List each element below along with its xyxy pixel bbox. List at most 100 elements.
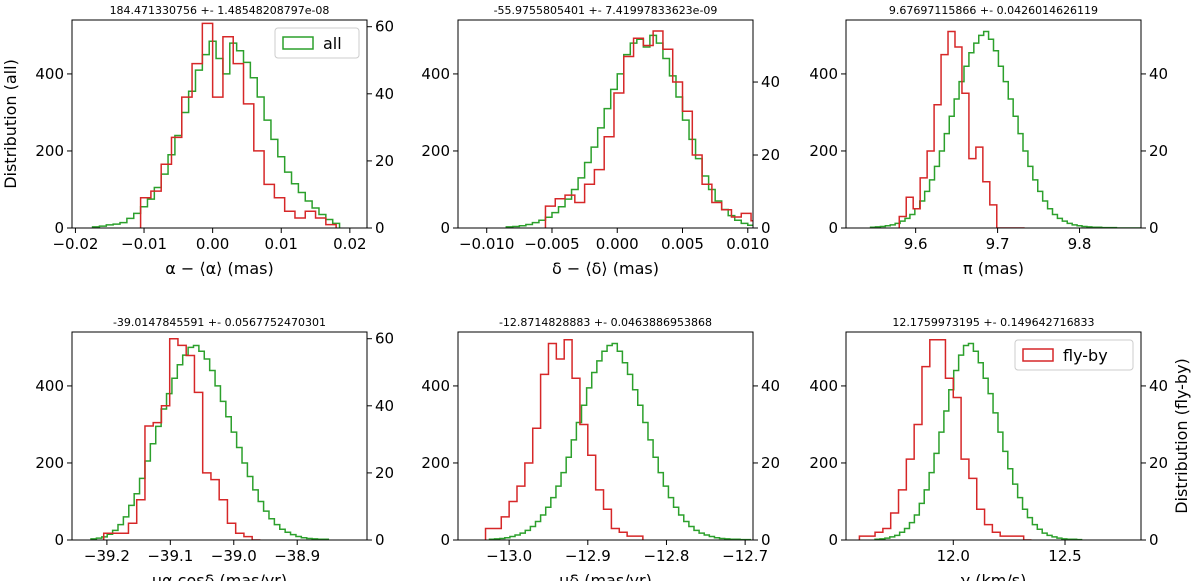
x-tick-label: 9.7 <box>986 235 1010 253</box>
y-right-tick-label: 0 <box>1149 219 1159 237</box>
x-tick-label: −12.7 <box>722 547 768 565</box>
y-left-tick-label: 200 <box>35 142 64 160</box>
y-right-tick-label: 40 <box>1149 65 1168 83</box>
y-left-tick-label: 200 <box>809 142 838 160</box>
x-tick-label: −39.2 <box>84 547 130 565</box>
x-tick-label: −0.005 <box>524 235 580 253</box>
y-right-tick-label: 20 <box>1149 454 1168 472</box>
plot-area <box>484 338 751 540</box>
x-tick-label: −38.9 <box>274 547 320 565</box>
y-right-tick-label: 0 <box>1149 531 1159 549</box>
y-left-tick-label: 0 <box>828 219 838 237</box>
x-axis-label: α − ⟨α⟩ (mas) <box>165 259 273 278</box>
legend-box <box>1014 339 1134 371</box>
series-all-line <box>874 342 1083 540</box>
series-fly-by-line <box>102 337 261 540</box>
y-left-tick-label: 0 <box>440 219 450 237</box>
axes-frame <box>71 331 368 541</box>
y-right-tick-label: 20 <box>375 152 394 170</box>
legend-swatch <box>282 36 314 50</box>
panel-4: −39.2 −39.1 −39.0 −38.9 0 200 400 0 20 40 60 -39.01… <box>35 316 394 581</box>
axes-frame <box>845 19 1142 229</box>
x-tick-label: 0.010 <box>726 235 769 253</box>
panel-title: -39.0147845591 +- 0.0567752470301 <box>113 316 326 329</box>
y-right-tick-label: 40 <box>375 397 394 415</box>
x-tick-label: 12.0 <box>937 547 970 565</box>
y-left-tick-label: 400 <box>35 65 64 83</box>
y-right-tick-label: 40 <box>761 73 780 91</box>
x-axis-label: π (mas) <box>963 259 1024 278</box>
y-right-tick-label: 20 <box>375 464 394 482</box>
x-tick-label: 0.005 <box>661 235 704 253</box>
y-right-tick-label: 40 <box>375 85 394 103</box>
y-right-tick-label: 0 <box>375 531 385 549</box>
y-right-tick-label: 0 <box>761 219 771 237</box>
x-tick-label: 0.01 <box>265 235 298 253</box>
legend-all: all <box>274 27 360 59</box>
axes-frame <box>845 331 1142 541</box>
x-tick-label: −12.9 <box>565 547 611 565</box>
x-tick-label: −0.01 <box>121 235 167 253</box>
panel-5: −13.0 −12.9 −12.8 −12.7020040002040-12.8714… <box>421 316 780 581</box>
panel-1: −0.02 −0.01 0.00 0.01 0.02 0 200 400 0 20 40 60 184.… <box>1 4 394 278</box>
plot-area <box>505 30 753 228</box>
y-right-axis-label: Distribution (fly-by) <box>1172 358 1191 514</box>
series-all-line <box>488 342 751 540</box>
plot-area <box>869 30 1141 228</box>
x-tick-label: 0.02 <box>333 235 366 253</box>
legend-swatch <box>1022 348 1054 362</box>
y-left-tick-label: 400 <box>421 65 450 83</box>
x-tick-label: −0.02 <box>52 235 98 253</box>
panel-title: 12.1759973195 +- 0.149642716833 <box>892 316 1094 329</box>
y-left-tick-label: 0 <box>440 531 450 549</box>
legend-box <box>274 27 360 59</box>
series-all-line <box>505 34 753 228</box>
series-fly-by-line <box>858 338 1032 540</box>
x-tick-label: −13.0 <box>486 547 532 565</box>
x-tick-label: −12.8 <box>643 547 689 565</box>
series-all-line <box>90 344 330 540</box>
y-left-axis-label: Distribution (all) <box>1 59 20 189</box>
x-axis-label: μδ (mas/yr) <box>559 571 652 581</box>
axes-frame <box>457 19 754 229</box>
panel-title: 9.67697115866 +- 0.0426014626119 <box>889 4 1098 17</box>
x-tick-label: −0.010 <box>459 235 515 253</box>
y-right-tick-label: 0 <box>375 219 385 237</box>
axes-frame <box>71 19 368 229</box>
y-right-tick-label: 60 <box>375 18 394 36</box>
y-right-tick-label: 20 <box>761 146 780 164</box>
x-tick-label: 0.00 <box>196 235 229 253</box>
y-left-tick-label: 400 <box>35 377 64 395</box>
series-fly-by-line <box>139 22 337 228</box>
y-right-tick-label: 0 <box>761 531 771 549</box>
x-axis-label: γ (km/s) <box>961 571 1027 581</box>
y-left-tick-label: 400 <box>421 377 450 395</box>
y-left-tick-label: 0 <box>54 219 64 237</box>
series-fly-by-line <box>898 30 1025 228</box>
x-tick-label: 0.000 <box>596 235 639 253</box>
y-right-tick-label: 40 <box>1149 377 1168 395</box>
y-left-tick-label: 400 <box>809 65 838 83</box>
panel-title: -55.9755805401 +- 7.41997833623e-09 <box>494 4 718 17</box>
x-tick-label: 12.5 <box>1048 547 1081 565</box>
y-left-tick-label: 0 <box>54 531 64 549</box>
series-all-line <box>91 40 341 228</box>
x-axis-label: μα cosδ (mas/yr) <box>152 571 287 581</box>
y-right-tick-label: 20 <box>1149 142 1168 160</box>
y-right-tick-label: 20 <box>761 454 780 472</box>
y-right-tick-label: 60 <box>375 330 394 348</box>
y-left-tick-label: 400 <box>809 377 838 395</box>
x-tick-label: −39.0 <box>211 547 257 565</box>
axes-frame <box>457 331 754 541</box>
y-right-tick-label: 40 <box>761 377 780 395</box>
series-fly-by-line <box>544 30 753 228</box>
panel-2: −0.010 −0.005 0.000 0.005 0.010020040002040-… <box>421 4 780 278</box>
legend-label: all <box>323 34 342 53</box>
legend-label: fly-by <box>1063 346 1108 365</box>
plot-area <box>91 22 341 228</box>
panel-6: 12.0 12.5 0 200 400 0 20 40 12.1759973195 +- 0.1… <box>809 316 1191 581</box>
panel-3: 9.6 9.7 9.8 0 200 400 0 20 40 9.67697115866 +- 0.… <box>809 4 1168 278</box>
panel-title: 184.471330756 +- 1.48548208797e-08 <box>110 4 330 17</box>
y-left-tick-label: 200 <box>421 142 450 160</box>
